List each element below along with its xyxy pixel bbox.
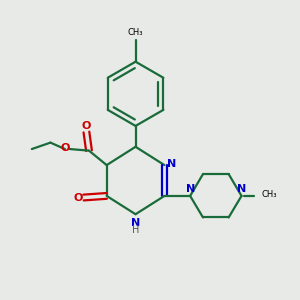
Text: O: O — [61, 143, 70, 153]
Text: CH₃: CH₃ — [261, 190, 277, 200]
Text: O: O — [73, 193, 83, 202]
Text: N: N — [186, 184, 195, 194]
Text: N: N — [131, 218, 140, 228]
Text: N: N — [237, 184, 247, 194]
Text: H: H — [132, 225, 139, 235]
Text: CH₃: CH₃ — [128, 28, 143, 37]
Text: N: N — [167, 159, 176, 169]
Text: O: O — [82, 121, 91, 131]
